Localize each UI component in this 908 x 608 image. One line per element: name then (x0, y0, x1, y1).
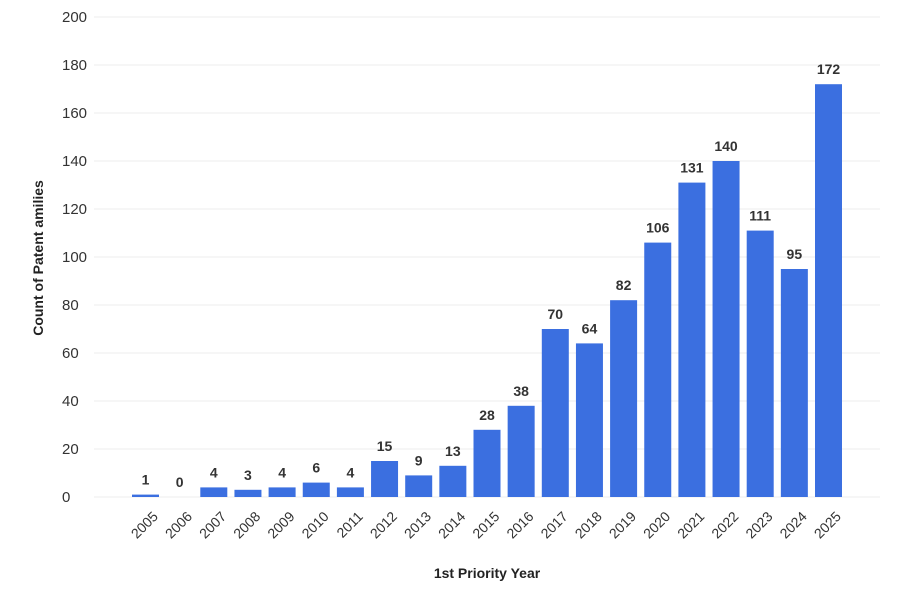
y-tick-label: 80 (62, 297, 79, 314)
x-tick-label: 2021 (674, 508, 707, 541)
data-label: 38 (513, 383, 529, 399)
x-tick-label: 2010 (298, 508, 331, 541)
y-tick-label: 140 (62, 153, 87, 170)
bar-2007 (200, 487, 228, 497)
data-label: 6 (312, 460, 320, 476)
data-label: 9 (415, 452, 423, 468)
bar-2012 (371, 461, 399, 497)
y-tick-label: 20 (62, 441, 79, 458)
data-label: 172 (817, 61, 841, 77)
y-tick-label: 100 (62, 249, 87, 266)
data-label: 95 (787, 246, 803, 262)
x-tick-label: 2018 (572, 508, 605, 541)
y-axis-title: Count of Patent amilies (30, 180, 46, 336)
bar-2005 (132, 494, 159, 497)
bar-2018 (575, 343, 603, 497)
x-axis-ticks: 2005 2006 2007 2008 2009 2010 2011 2012 2013 2014… (128, 508, 844, 541)
bar-2010 (302, 482, 330, 497)
x-tick-label: 2015 (469, 508, 502, 541)
x-tick-label: 2022 (708, 508, 741, 541)
x-tick-label: 2017 (537, 508, 570, 541)
bar-2015 (473, 429, 501, 497)
x-tick-label: 2020 (640, 508, 673, 541)
x-tick-label: 2025 (811, 508, 844, 541)
bar-2023 (746, 230, 774, 497)
bar-2019 (610, 300, 638, 497)
y-tick-label: 180 (62, 57, 87, 74)
y-tick-label: 40 (62, 393, 79, 410)
bar-2017 (541, 329, 569, 497)
data-label: 1 (142, 472, 150, 488)
bar-2025 (815, 84, 842, 497)
data-label: 4 (347, 464, 355, 480)
x-axis-title: 1st Priority Year (434, 565, 541, 581)
bar-2008 (234, 489, 262, 497)
bar-2013 (405, 475, 433, 497)
x-tick-label: 2006 (162, 508, 195, 541)
y-tick-label: 200 (62, 9, 87, 26)
data-label: 4 (210, 464, 218, 480)
data-label: 70 (548, 306, 564, 322)
bar-2014 (439, 465, 467, 497)
x-tick-label: 2012 (367, 508, 400, 541)
y-tick-label: 0 (62, 489, 70, 506)
data-label: 64 (582, 320, 598, 336)
data-label: 15 (377, 438, 393, 454)
x-tick-label: 2019 (606, 508, 639, 541)
bar-2009 (268, 487, 296, 497)
data-label: 82 (616, 277, 632, 293)
data-label: 111 (749, 208, 771, 224)
data-label: 3 (244, 467, 252, 483)
x-tick-label: 2023 (742, 508, 775, 541)
x-tick-label: 2011 (333, 508, 366, 541)
y-axis-ticks: 0 20 40 60 80 100 120 140 160 180 200 (62, 9, 87, 506)
x-tick-label: 2007 (196, 508, 229, 541)
data-label: 140 (714, 138, 738, 154)
bars (132, 84, 842, 497)
data-label: 4 (278, 464, 286, 480)
x-tick-label: 2014 (435, 508, 468, 541)
y-tick-label: 160 (62, 105, 87, 122)
x-tick-label: 2016 (503, 508, 536, 541)
data-label: 13 (445, 443, 461, 459)
x-tick-label: 2013 (401, 508, 434, 541)
bar-2020 (644, 242, 672, 497)
x-tick-label: 2005 (128, 508, 161, 541)
bar-2021 (678, 182, 706, 497)
bar-2011 (336, 487, 364, 497)
data-label: 0 (176, 474, 184, 490)
data-label: 131 (680, 160, 704, 176)
gridlines (94, 16, 880, 498)
y-tick-label: 120 (62, 201, 87, 218)
x-tick-label: 2024 (776, 508, 809, 541)
bar-2022 (712, 161, 740, 497)
data-label: 28 (479, 407, 495, 423)
x-tick-label: 2009 (264, 508, 297, 541)
y-tick-label: 60 (62, 345, 79, 362)
bar-2024 (780, 269, 808, 497)
bar-2016 (507, 405, 535, 497)
data-label: 106 (646, 220, 670, 236)
x-tick-label: 2008 (230, 508, 263, 541)
